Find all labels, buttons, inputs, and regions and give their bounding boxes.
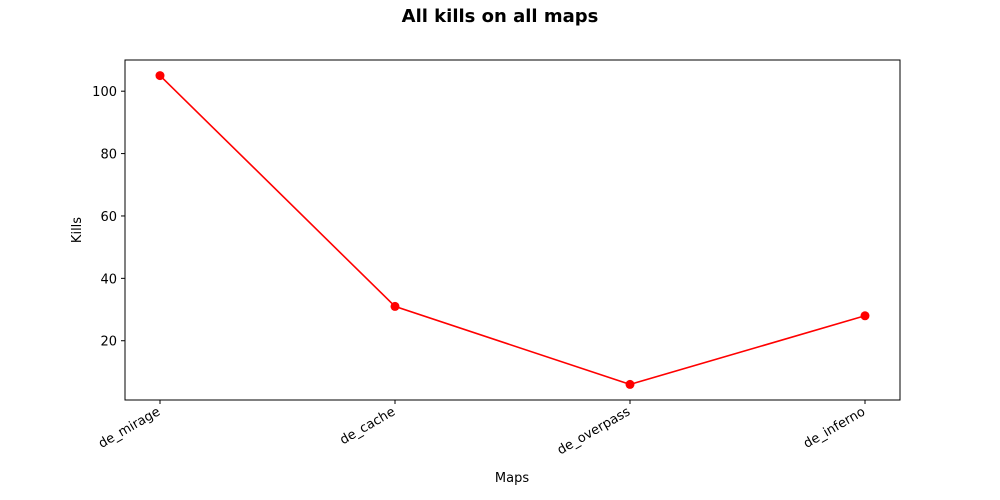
data-point [390, 301, 400, 311]
data-point [155, 71, 165, 81]
data-point [625, 379, 635, 389]
series-layer [155, 71, 870, 389]
y-tick-label: 20 [100, 335, 117, 350]
series-line [159, 75, 866, 386]
x-axis: de_mirage de_cache de_overpass de_inferno [96, 400, 868, 458]
data-point [860, 311, 870, 321]
plot-frame [124, 59, 901, 401]
y-tick-label: 100 [92, 85, 117, 100]
x-tick-label: de_overpass [555, 404, 633, 458]
x-axis-label: Maps [495, 471, 529, 486]
x-tick-label: de_inferno [801, 404, 868, 451]
y-axis-label: Kills [70, 217, 85, 243]
chart-title: All kills on all maps [401, 6, 599, 27]
x-tick-label: de_mirage [96, 404, 163, 451]
y-tick-label: 40 [100, 272, 117, 287]
y-tick-label: 80 [100, 148, 117, 163]
x-tick-label: de_cache [337, 404, 398, 448]
y-axis: 20 40 60 80 100 [92, 85, 125, 350]
y-tick-label: 60 [100, 210, 117, 225]
